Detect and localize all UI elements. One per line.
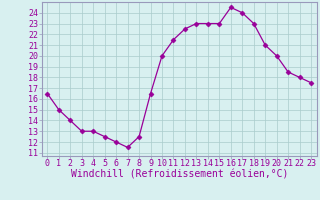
X-axis label: Windchill (Refroidissement éolien,°C): Windchill (Refroidissement éolien,°C) [70,170,288,180]
